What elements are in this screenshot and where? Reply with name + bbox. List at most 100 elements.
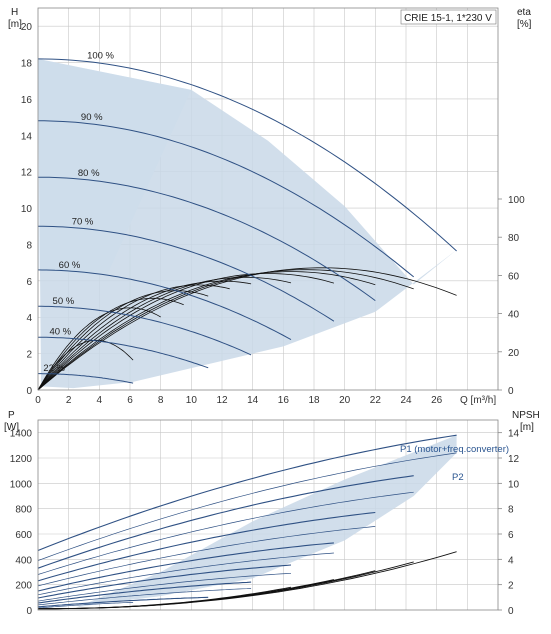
power-curve xyxy=(37,572,292,602)
npsh-tick-label: 10 xyxy=(508,479,520,490)
y-tick-label: 14 xyxy=(21,131,33,142)
chart-title: CRIE 15-1, 1*230 V xyxy=(404,13,492,24)
speed-label: 22 % xyxy=(43,363,65,374)
operating-area xyxy=(38,58,457,389)
x-tick-label: 22 xyxy=(370,395,382,406)
power-tick-label: 1200 xyxy=(10,454,33,465)
efficiency-curve xyxy=(37,297,184,391)
x-tick-label: 12 xyxy=(216,395,228,406)
eta-tick-label: 100 xyxy=(508,195,525,206)
x-tick-label: 0 xyxy=(35,395,41,406)
y-axis-label-H: H xyxy=(11,7,18,18)
x-tick-label: 16 xyxy=(278,395,290,406)
x-tick-label: 2 xyxy=(66,395,72,406)
head-curve xyxy=(38,305,252,356)
power-curve xyxy=(37,475,414,569)
head-curve xyxy=(37,269,292,341)
x-tick-label: 8 xyxy=(158,395,164,406)
series-label-p2: P2 xyxy=(452,472,464,483)
eta-tick-label: 20 xyxy=(508,348,520,359)
power-curve xyxy=(37,596,209,608)
head-curve xyxy=(38,176,376,302)
y-axis-label-P: P xyxy=(8,410,15,421)
npsh-tick-label: 0 xyxy=(508,606,514,617)
y-axis-unit-eta: [%] xyxy=(517,19,532,30)
head-curve xyxy=(38,373,134,384)
series-label-p1: P1 (motor+freq.converter) xyxy=(400,444,509,455)
y-tick-label: 16 xyxy=(21,95,33,106)
power-curve xyxy=(37,511,376,582)
efficiency-curve xyxy=(37,339,134,391)
y-tick-label: 10 xyxy=(21,204,33,215)
y-tick-label: 4 xyxy=(26,313,32,324)
power-curve xyxy=(37,452,457,561)
eta-tick-label: 80 xyxy=(508,233,520,244)
power-curve xyxy=(37,588,252,606)
x-tick-label: 18 xyxy=(308,395,320,406)
power-curve xyxy=(37,552,334,596)
speed-label: 60 % xyxy=(59,260,81,271)
power-tick-label: 800 xyxy=(15,505,32,516)
efficiency-curve xyxy=(37,307,161,391)
x-tick-label: 24 xyxy=(400,395,412,406)
power-curve xyxy=(37,526,376,587)
head-curve xyxy=(38,225,335,322)
power-curve xyxy=(37,602,134,609)
efficiency-curve xyxy=(37,276,292,391)
y-tick-label: 12 xyxy=(21,168,33,179)
head-curve xyxy=(37,58,457,252)
y-tick-label: 2 xyxy=(26,350,32,361)
speed-label: 70 % xyxy=(72,217,94,228)
speed-label: 80 % xyxy=(78,168,100,179)
power-tick-label: 200 xyxy=(15,581,32,592)
y-axis-unit-H: [m] xyxy=(8,19,22,30)
power-tick-label: 400 xyxy=(15,555,32,566)
power-tick-label: 600 xyxy=(15,530,32,541)
npsh-curve xyxy=(38,586,292,610)
speed-label: 100 % xyxy=(87,51,114,62)
y-axis-unit-P: [W] xyxy=(4,422,19,433)
npsh-tick-label: 6 xyxy=(508,530,514,541)
x-tick-label: 10 xyxy=(186,395,198,406)
y-tick-label: 20 xyxy=(21,22,33,33)
power-curve xyxy=(37,434,457,552)
npsh-tick-label: 8 xyxy=(508,505,514,516)
power-tick-label: 1400 xyxy=(10,429,33,440)
power-tick-label: 0 xyxy=(26,606,32,617)
y-tick-label: 8 xyxy=(26,240,32,251)
x-tick-label: 6 xyxy=(127,395,133,406)
x-tick-label: 14 xyxy=(247,395,259,406)
y-tick-label: 6 xyxy=(26,277,32,288)
power-curve xyxy=(37,564,292,599)
chart-title-box xyxy=(400,9,497,25)
eta-tick-label: 40 xyxy=(508,310,520,321)
power-curve xyxy=(37,542,334,592)
x-tick-label: 26 xyxy=(431,395,443,406)
efficiency-curve xyxy=(37,284,230,391)
power-operating-area xyxy=(76,435,457,608)
eta-tick-label: 60 xyxy=(508,271,520,282)
efficiency-curve xyxy=(37,267,457,391)
y-axis-unit-NPSH: [m] xyxy=(520,422,534,433)
head-curve xyxy=(38,120,415,278)
efficiency-curve xyxy=(37,273,335,391)
speed-label: 90 % xyxy=(81,112,103,123)
x-tick-label: 20 xyxy=(339,395,351,406)
y-tick-label: 18 xyxy=(21,59,33,70)
head-chart: 0 2 4 6 8 10 12 14 16 18 20 22 24 26 0246810121416182… xyxy=(8,7,532,406)
npsh-tick-label: 12 xyxy=(508,454,520,465)
y-tick-label: 0 xyxy=(26,386,32,397)
speed-label: 40 % xyxy=(49,327,71,338)
npsh-tick-label: 2 xyxy=(508,581,514,592)
power-curve xyxy=(37,581,252,604)
x-axis-label: Q [m³/h] xyxy=(460,395,496,406)
y-axis-label-NPSH: NPSH xyxy=(512,410,540,421)
y-axis-label-eta: eta xyxy=(517,7,531,18)
eta-tick-label: 0 xyxy=(508,386,514,397)
npsh-tick-label: 4 xyxy=(508,555,514,566)
efficiency-curve xyxy=(37,271,376,391)
speed-label: 50 % xyxy=(53,296,75,307)
power-tick-label: 1000 xyxy=(10,479,33,490)
